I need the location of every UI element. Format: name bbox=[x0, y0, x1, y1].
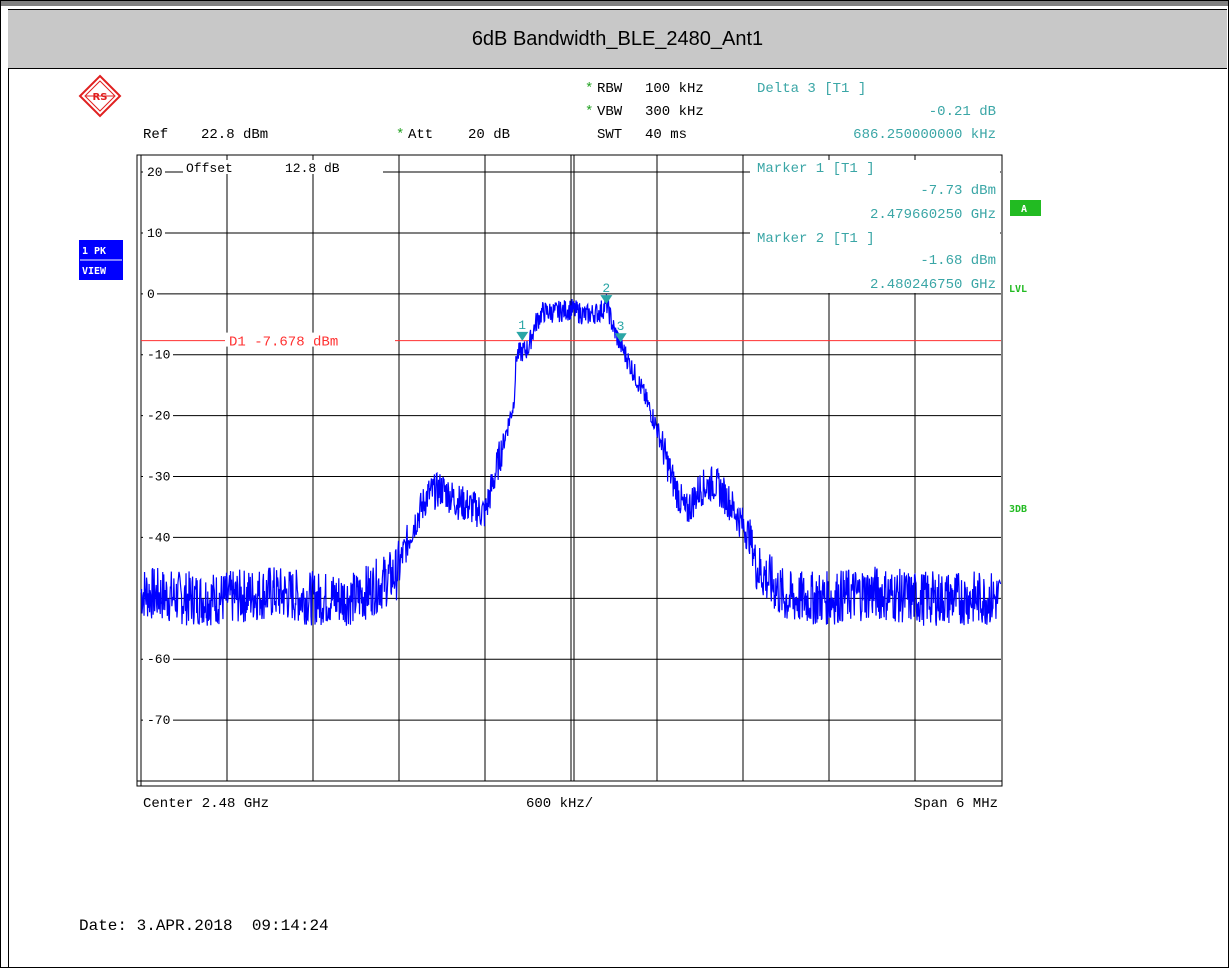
ref-label: Ref bbox=[143, 127, 168, 143]
y-tick-label: 10 bbox=[147, 226, 163, 241]
offset-label: Offset bbox=[186, 161, 233, 176]
vbw-label: VBW bbox=[597, 104, 623, 120]
marker-3-triangle bbox=[614, 333, 627, 343]
chart-title: 6dB Bandwidth_BLE_2480_Ant1 bbox=[471, 28, 764, 50]
a-badge-text: A bbox=[1021, 204, 1027, 215]
y-tick-label: -70 bbox=[147, 713, 170, 728]
title-bar: 6dB Bandwidth_BLE_2480_Ant1 bbox=[8, 9, 1227, 69]
y-tick-label: -10 bbox=[147, 348, 170, 363]
rs-logo-text: RS bbox=[93, 92, 108, 103]
swt-value: 40 ms bbox=[645, 127, 687, 143]
marker2-freq: 2.480246750 GHz bbox=[870, 277, 996, 293]
center-frequency: Center 2.48 GHz bbox=[143, 796, 269, 812]
vbw-star: * bbox=[585, 104, 593, 120]
trace-badge-line2: VIEW bbox=[82, 266, 107, 277]
marker-3-label: 3 bbox=[617, 319, 625, 334]
delta-label: Delta 3 [T1 ] bbox=[757, 81, 866, 97]
marker-2-triangle bbox=[600, 295, 613, 305]
top-bar bbox=[0, 0, 1229, 6]
y-tick-label: 0 bbox=[147, 287, 155, 302]
marker2-label: Marker 2 [T1 ] bbox=[757, 231, 875, 247]
db3-label: 3DB bbox=[1009, 504, 1027, 515]
rbw-value: 100 kHz bbox=[645, 81, 704, 97]
y-tick-label: -60 bbox=[147, 652, 170, 667]
swt-label: SWT bbox=[597, 127, 622, 143]
y-tick-label: -40 bbox=[147, 530, 170, 545]
frequency-span: Span 6 MHz bbox=[914, 796, 998, 812]
trace-1-line bbox=[140, 294, 1002, 626]
marker-1-label: 1 bbox=[518, 318, 526, 333]
y-tick-label: -20 bbox=[147, 409, 170, 424]
left-border bbox=[8, 9, 9, 968]
rbw-label: RBW bbox=[597, 81, 623, 97]
y-tick-labels: 20 10 0 -10 -20 -30 -40 -60 -70 bbox=[143, 164, 173, 728]
att-label: Att bbox=[408, 127, 433, 143]
vbw-value: 300 kHz bbox=[645, 104, 704, 120]
frequency-per-division: 600 kHz/ bbox=[526, 796, 593, 812]
marker-2-label: 2 bbox=[602, 281, 610, 296]
rs-logo-icon: RS bbox=[78, 74, 122, 118]
delta-level: -0.21 dB bbox=[929, 104, 996, 120]
offset-value: 12.8 dB bbox=[285, 161, 340, 176]
rbw-star: * bbox=[585, 81, 593, 97]
marker1-level: -7.73 dBm bbox=[920, 183, 996, 199]
a-badge: A bbox=[1010, 200, 1041, 216]
marker1-freq: 2.479660250 GHz bbox=[870, 207, 996, 223]
delta-freq: 686.250000000 kHz bbox=[853, 127, 996, 143]
ref-value: 22.8 dBm bbox=[201, 127, 268, 143]
marker-1-triangle bbox=[516, 331, 529, 341]
att-value: 20 dB bbox=[468, 127, 510, 143]
marker1-label: Marker 1 [T1 ] bbox=[757, 161, 875, 177]
y-tick-label: -30 bbox=[147, 470, 170, 485]
trace-badge-line1: 1 PK bbox=[82, 246, 106, 257]
y-tick-label: 20 bbox=[147, 165, 163, 180]
date-stamp: Date: 3.APR.2018 09:14:24 bbox=[79, 917, 329, 935]
marker2-level: -1.68 dBm bbox=[920, 253, 996, 269]
att-star: * bbox=[396, 127, 404, 143]
trace-badge: 1 PK VIEW bbox=[79, 240, 123, 280]
markers: 1 2 3 bbox=[516, 281, 627, 343]
lvl-label: LVL bbox=[1009, 284, 1027, 295]
display-line-label: D1 -7.678 dBm bbox=[229, 335, 338, 351]
